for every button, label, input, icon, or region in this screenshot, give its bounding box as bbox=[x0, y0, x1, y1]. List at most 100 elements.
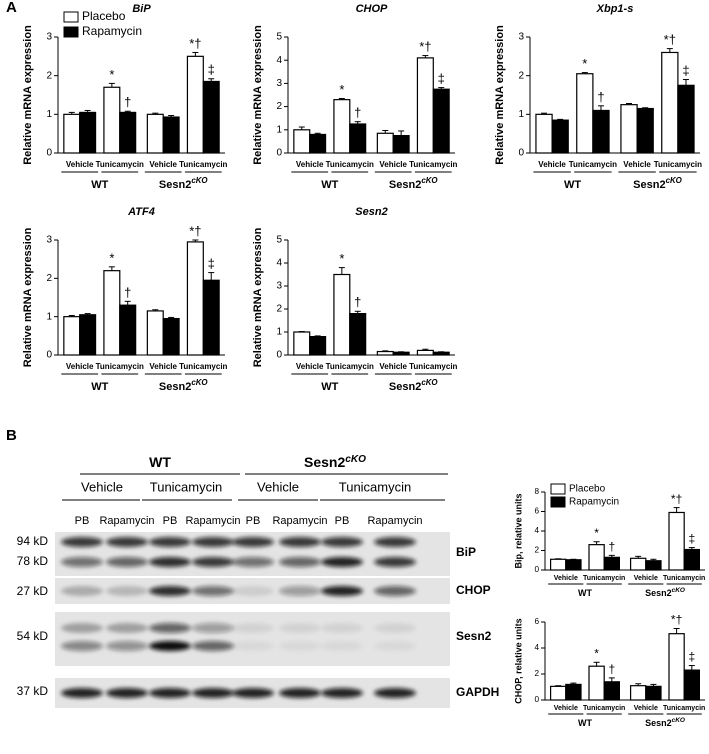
x-tick-label: Vehicle bbox=[66, 362, 94, 371]
bar bbox=[309, 133, 327, 154]
y-tick-label: 1 bbox=[518, 109, 524, 120]
condition-label: Tunicamycin bbox=[339, 479, 411, 494]
legend-swatch bbox=[550, 483, 566, 495]
bar bbox=[186, 55, 204, 154]
group-label-sup: cKO bbox=[421, 176, 438, 185]
error-bar bbox=[124, 300, 131, 306]
band bbox=[374, 537, 416, 547]
group-label-main: WT bbox=[321, 179, 338, 191]
legend-swatch bbox=[63, 11, 79, 23]
marker-label: 78 kD bbox=[17, 554, 49, 568]
bar bbox=[186, 241, 204, 356]
error-bar bbox=[354, 121, 361, 124]
y-tick-label: 1 bbox=[46, 109, 52, 120]
row-label: CHOP bbox=[456, 583, 491, 597]
annotation: * bbox=[594, 526, 599, 540]
annotation: *† bbox=[664, 32, 676, 47]
error-bar bbox=[593, 661, 600, 667]
group-label-main: WT bbox=[91, 179, 108, 191]
y-tick-label: 3 bbox=[276, 281, 282, 292]
annotation: ‡ bbox=[688, 532, 695, 546]
blot-header: Sesn2cKO bbox=[304, 454, 366, 470]
blot-header-sup: cKO bbox=[345, 454, 366, 465]
error-bar bbox=[608, 677, 615, 682]
group-label: Sesn2cKO bbox=[159, 378, 209, 393]
bar bbox=[63, 113, 81, 154]
x-tick-label: Vehicle bbox=[634, 705, 658, 712]
error-bar bbox=[626, 103, 633, 105]
error-bar bbox=[68, 315, 75, 317]
group-label-main: WT bbox=[321, 381, 338, 393]
error-bar bbox=[398, 130, 405, 136]
annotation: † bbox=[597, 89, 604, 104]
bar bbox=[432, 88, 450, 154]
group-label-main: Sesn2 bbox=[389, 179, 421, 191]
bar bbox=[677, 84, 695, 154]
row-label: Sesn2 bbox=[456, 629, 492, 643]
chart-title: BiP bbox=[132, 3, 151, 15]
x-tick-label: Tunicamycin bbox=[326, 160, 374, 169]
band bbox=[279, 537, 321, 547]
annotation: ‡ bbox=[208, 62, 215, 77]
bar bbox=[293, 129, 311, 154]
group-label: Sesn2cKO bbox=[645, 717, 685, 729]
panel-label: B bbox=[6, 427, 17, 444]
bar bbox=[576, 73, 594, 154]
legend-label: Placebo bbox=[82, 9, 126, 23]
x-tick-label: Tunicamycin bbox=[96, 160, 144, 169]
group-label-sup: cKO bbox=[666, 176, 683, 185]
error-bar bbox=[314, 335, 321, 337]
x-tick-label: Tunicamycin bbox=[96, 362, 144, 371]
x-tick-label: Vehicle bbox=[554, 705, 578, 712]
bar bbox=[629, 685, 647, 701]
y-axis-label: Relative mRNA expression bbox=[494, 25, 506, 165]
x-tick-label: Vehicle bbox=[554, 575, 578, 582]
bar bbox=[146, 113, 164, 154]
band bbox=[279, 688, 321, 698]
blot-header-main: WT bbox=[149, 454, 171, 470]
error-bar bbox=[108, 266, 115, 271]
bar bbox=[636, 107, 654, 154]
y-tick-label: 6 bbox=[534, 617, 539, 626]
band bbox=[106, 688, 148, 698]
legend-swatch bbox=[550, 496, 566, 508]
band bbox=[149, 537, 191, 547]
condition-label: Vehicle bbox=[257, 479, 299, 494]
x-tick-label: Tunicamycin bbox=[663, 705, 705, 712]
group-label: WT bbox=[321, 179, 338, 191]
band bbox=[106, 623, 148, 633]
y-tick-label: 2 bbox=[46, 70, 52, 81]
lane-label: Rapamycin bbox=[185, 515, 240, 527]
band bbox=[374, 586, 416, 596]
x-tick-label: Vehicle bbox=[634, 575, 658, 582]
annotation: † bbox=[124, 95, 131, 110]
error-bar bbox=[382, 129, 389, 134]
bar bbox=[333, 273, 351, 356]
y-axis-label: Relative mRNA expression bbox=[22, 227, 34, 367]
band bbox=[149, 586, 191, 596]
bar bbox=[603, 556, 621, 571]
blot-strip bbox=[55, 578, 450, 604]
x-tick-label: Tunicamycin bbox=[663, 575, 705, 582]
bar bbox=[162, 116, 180, 154]
bar bbox=[588, 665, 605, 701]
bar bbox=[603, 681, 621, 701]
annotation: *† bbox=[419, 39, 431, 54]
error-bar bbox=[168, 316, 175, 319]
error-bar bbox=[124, 110, 131, 113]
bar bbox=[565, 683, 582, 701]
band bbox=[279, 641, 321, 651]
panel-label: A bbox=[6, 0, 17, 16]
band bbox=[149, 623, 191, 633]
group-label: WT bbox=[321, 381, 338, 393]
error-bar bbox=[338, 267, 345, 275]
error-bar bbox=[650, 683, 657, 687]
x-tick-label: Tunicamycin bbox=[179, 160, 227, 169]
group-label: Sesn2cKO bbox=[645, 587, 685, 599]
bar bbox=[668, 511, 685, 571]
band bbox=[61, 557, 103, 567]
bar bbox=[349, 123, 367, 154]
bar bbox=[392, 135, 410, 154]
bar bbox=[392, 351, 410, 356]
bar bbox=[549, 685, 567, 701]
